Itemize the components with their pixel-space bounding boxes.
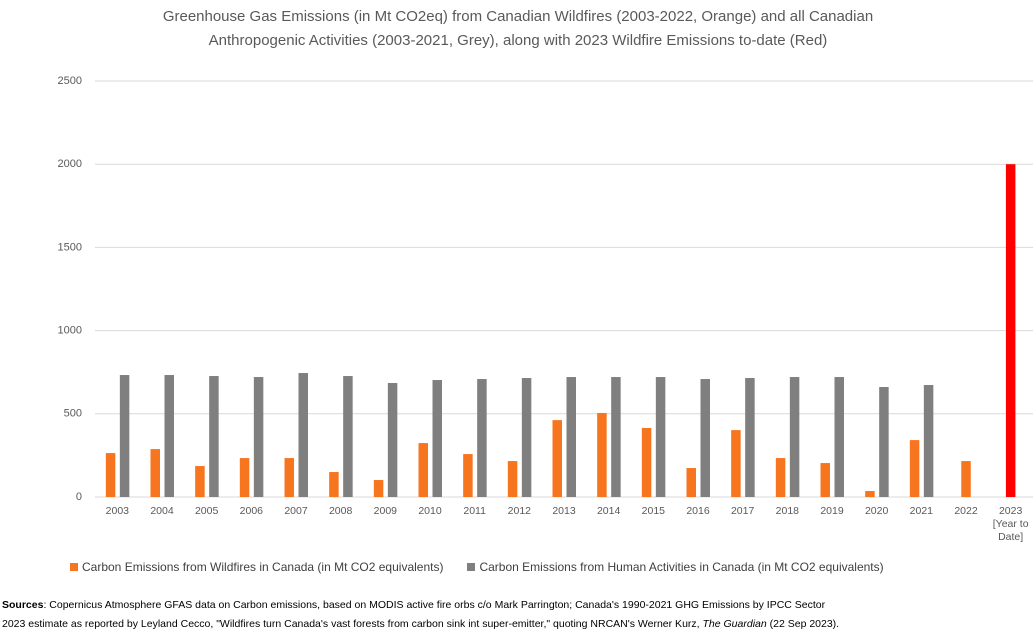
bar [387,383,398,497]
legend-item: Carbon Emissions from Wildfires in Canad… [70,560,443,574]
sources: 2023 estimate as reported by Leyland Cec… [2,618,839,630]
bar [477,379,487,497]
bar [195,466,205,497]
bar [597,412,607,497]
bar [552,420,562,497]
bar [865,491,875,497]
legend-label: Carbon Emissions from Wildfires in Canad… [82,560,444,574]
x-tick-label: 2009 [373,505,397,517]
bar [373,480,384,497]
bar [164,375,174,497]
bar [253,377,264,497]
x-tick-label: 2004 [150,505,174,517]
legend-label: Carbon Emissions from Human Activities i… [479,560,884,574]
chart-title: Greenhouse Gas Emissions (in Mt CO2eq) f… [162,8,874,25]
bar [820,463,830,497]
x-tick-label: 2019 [820,505,844,517]
sources-italic: The Guardian [702,618,767,630]
x-tick-label: 2005 [194,505,219,517]
x-tick-label: 2011 [463,505,486,517]
bar [507,461,518,497]
sources-text: : Copernicus Atmosphere GFAS data on Car… [43,599,826,611]
bar [745,378,755,497]
bar [655,377,666,497]
bar [432,380,442,497]
y-tick-label: 1500 [58,241,82,253]
bar [686,468,696,497]
sources-text: 2023 estimate as reported by Leyland Cec… [2,618,703,630]
bar [775,458,786,497]
bar [789,377,800,497]
x-tick-label: 2016 [686,505,710,517]
bar [105,453,116,497]
y-tick-label: 500 [64,408,82,420]
y-tick-label: 2000 [58,158,82,170]
bar [879,387,889,497]
sources-text: (22 Sep 2023). [766,618,840,630]
bar [923,385,934,497]
bar [611,377,621,497]
x-tick-label: 2015 [641,505,665,517]
bar [961,461,971,497]
x-tick-label: 2008 [328,505,353,517]
chart-title: Anthropogenic Activities (2003-2021, Gre… [208,32,828,49]
bar [418,443,428,497]
bar [239,458,250,497]
y-tick-label: 1000 [58,325,82,337]
bar [150,449,160,497]
sources-label: Sources [2,599,44,611]
legend: Carbon Emissions from Wildfires in Canad… [70,560,884,574]
legend-swatch [70,563,78,571]
x-tick-label: 2006 [239,505,263,517]
y-tick-label: 0 [76,491,82,503]
x-tick-label: 2012 [507,505,531,517]
x-tick-label: 2007 [284,505,308,517]
bar [700,379,710,497]
chart: 0 500 1000 1500 2000 2500 [58,75,1033,503]
bar [343,376,353,497]
x-tick-label: 2010 [418,505,442,517]
x-tick-label: 2023 [Year to Date] [992,505,1029,543]
x-tick-label: 2013 [552,505,576,517]
bar [909,440,920,497]
legend-item: Carbon Emissions from Human Activities i… [467,560,884,574]
bar [1005,164,1016,497]
x-tick-label: 2014 [596,505,621,517]
x-tick-label: 2020 [864,505,889,517]
bar [284,458,294,497]
x-tick-label: 2018 [775,505,799,517]
bar [463,454,473,497]
bar [209,376,219,497]
x-tick-label: 2021 [909,505,933,517]
sources: Sources: Copernicus Atmosphere GFAS data… [2,599,825,611]
bar [298,373,308,497]
bar [834,377,844,497]
y-tick-label: 2500 [58,75,82,87]
x-tick-label: 2022 [954,505,978,517]
legend-swatch [467,563,476,571]
bar [329,472,339,497]
bar [566,377,576,497]
x-tick-label: 2003 [105,505,129,517]
bar [119,375,130,497]
bar [641,427,652,497]
x-tick-label: 2017 [730,505,755,517]
bar [521,378,532,497]
bar [731,430,741,497]
